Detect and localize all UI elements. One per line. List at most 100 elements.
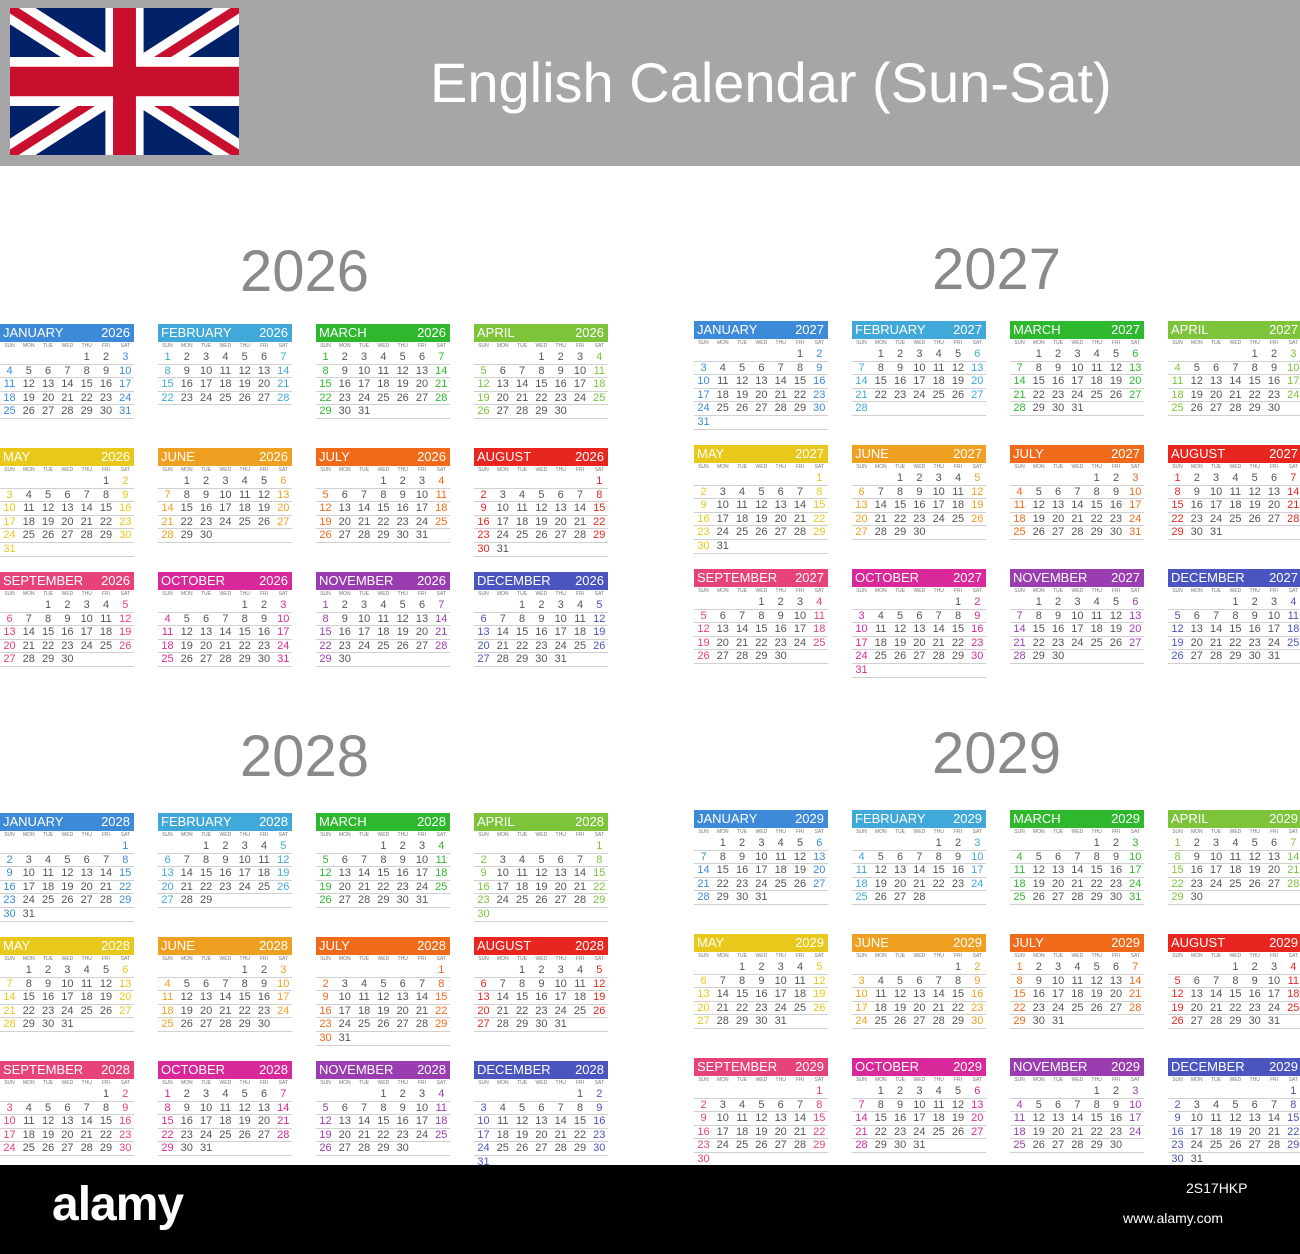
day-number: 14 bbox=[80, 1115, 93, 1128]
day-number: 26 bbox=[593, 639, 606, 652]
day-number: 13 bbox=[1129, 609, 1142, 622]
day-number: 16 bbox=[1051, 375, 1065, 388]
day-number: 25 bbox=[874, 650, 887, 663]
day-number: 7 bbox=[1270, 1098, 1278, 1111]
weekday-label: THU bbox=[1249, 1077, 1260, 1083]
day-number: 20 bbox=[535, 1128, 548, 1141]
weekday-label: FRI bbox=[795, 953, 805, 959]
day-number: 18 bbox=[855, 877, 868, 890]
day-number: 10 bbox=[496, 502, 509, 515]
day-number: 31 bbox=[697, 415, 710, 428]
day-number: 28 bbox=[1287, 877, 1300, 890]
day-number: 22 bbox=[22, 1004, 35, 1017]
weekday-label: THU bbox=[1249, 953, 1260, 959]
day-number: 3 bbox=[758, 837, 765, 849]
week-row: 27 28 29 30 31 bbox=[694, 1015, 828, 1029]
day-number: 17 bbox=[496, 880, 509, 893]
day-number: 24 bbox=[971, 877, 984, 890]
weekday-label: SAT bbox=[814, 829, 824, 835]
day-number: 11 bbox=[593, 364, 605, 377]
day-number: 19 bbox=[396, 626, 409, 639]
day-number: 15 bbox=[1090, 864, 1103, 877]
day-number: 12 bbox=[99, 977, 113, 990]
day-number: 6 bbox=[1193, 974, 1200, 987]
day-number: 26 bbox=[735, 402, 749, 415]
weekday-header: SUN MON TUE WED THU FRI SAT bbox=[1010, 463, 1144, 472]
day-number: 27 bbox=[1129, 636, 1142, 649]
day-number: 11 bbox=[23, 502, 35, 515]
month-header: AUGUST 2029 bbox=[1168, 934, 1300, 952]
day-number: 14 bbox=[415, 991, 429, 1004]
day-number: 17 bbox=[774, 988, 787, 1001]
day-number: 8 bbox=[25, 977, 32, 990]
day-number: 7 bbox=[438, 599, 445, 611]
day-number: 16 bbox=[697, 512, 710, 525]
week-row: 25 26 27 28 29 30 31 bbox=[1010, 891, 1144, 905]
day-number: 26 bbox=[1032, 891, 1045, 904]
week-row: 25 26 27 28 29 30 31 bbox=[1010, 526, 1144, 540]
day-number: 1 bbox=[596, 475, 603, 487]
weekday-header: SUN MON TUE WED THU FRI SAT bbox=[1010, 1076, 1144, 1085]
day-number: 9 bbox=[480, 867, 487, 880]
weekday-header: SUN MON TUE WED THU FRI SAT bbox=[1168, 952, 1300, 961]
weekday-label: SUN bbox=[1172, 1077, 1183, 1083]
day-number: 28 bbox=[22, 653, 35, 666]
day-number: 1 bbox=[954, 961, 962, 973]
weekday-label: FRI bbox=[101, 832, 111, 838]
weekday-label: FRI bbox=[1269, 464, 1279, 470]
week-row: 22 23 24 25 26 27 28 bbox=[1010, 1002, 1144, 1016]
day-number: 15 bbox=[377, 502, 390, 515]
day-number: 21 bbox=[1287, 864, 1300, 877]
day-number: 2 bbox=[1174, 1098, 1181, 1111]
day-number: 12 bbox=[61, 867, 74, 880]
weekday-label: TUE bbox=[895, 953, 906, 959]
day-number: 26 bbox=[257, 515, 271, 528]
weekday-label: THU bbox=[555, 956, 566, 962]
day-number: 15 bbox=[893, 499, 907, 512]
day-number: 20 bbox=[477, 1004, 490, 1017]
day-number: 23 bbox=[951, 877, 965, 890]
weekday-label: MON bbox=[1190, 1077, 1203, 1083]
day-number: 5 bbox=[1174, 609, 1181, 622]
day-number: 28 bbox=[219, 653, 232, 666]
day-number: 24 bbox=[913, 388, 926, 401]
day-number: 29 bbox=[1171, 526, 1184, 539]
weekday-header: SUN MON TUE WED THU FRI SAT bbox=[1010, 587, 1144, 596]
weekday-label: WED bbox=[1229, 953, 1242, 959]
day-number: 7 bbox=[64, 364, 71, 377]
weekday-label: WED bbox=[219, 343, 232, 349]
day-number: 3 bbox=[916, 348, 923, 360]
day-number: 11 bbox=[774, 850, 787, 863]
week-row: 22 23 24 25 26 27 28 bbox=[158, 392, 292, 406]
month-name: APRIL bbox=[477, 814, 515, 829]
day-number: 29 bbox=[593, 894, 606, 907]
day-number: 17 bbox=[1071, 623, 1084, 636]
weekday-label: SAT bbox=[278, 343, 288, 349]
day-number: 30 bbox=[774, 650, 787, 663]
weekday-label: SAT bbox=[972, 340, 982, 346]
day-number: 20 bbox=[774, 512, 787, 525]
day-number: 12 bbox=[971, 485, 984, 498]
day-number: 5 bbox=[122, 599, 129, 611]
day-number: 20 bbox=[1109, 988, 1123, 1001]
day-number: 4 bbox=[1016, 1098, 1023, 1111]
day-number: 15 bbox=[951, 988, 965, 1001]
day-number: 13 bbox=[415, 364, 429, 377]
weekday-label: TUE bbox=[201, 591, 212, 597]
day-number: 12 bbox=[319, 1115, 332, 1128]
day-number: 6 bbox=[1270, 472, 1278, 484]
weekday-label: MON bbox=[338, 1080, 351, 1086]
day-number: 29 bbox=[1013, 1015, 1026, 1028]
day-number: 16 bbox=[41, 991, 55, 1004]
day-number: 11 bbox=[1090, 361, 1103, 374]
day-number: 27 bbox=[61, 529, 74, 542]
weekday-label: FRI bbox=[575, 591, 585, 597]
week-row: 30 31 bbox=[474, 543, 608, 557]
day-number: 12 bbox=[1171, 623, 1184, 636]
day-number: 2 bbox=[45, 964, 52, 976]
day-number: 9 bbox=[1193, 485, 1200, 498]
day-number: 10 bbox=[199, 1101, 213, 1114]
weekday-label: SUN bbox=[162, 956, 173, 962]
day-number: 10 bbox=[277, 612, 290, 625]
